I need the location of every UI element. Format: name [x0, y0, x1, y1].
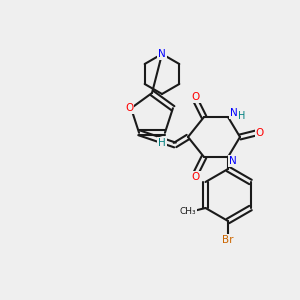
Text: O: O [256, 128, 264, 138]
Text: O: O [125, 103, 133, 113]
Text: CH₃: CH₃ [179, 208, 196, 217]
Text: Br: Br [222, 235, 234, 245]
Text: H: H [238, 111, 246, 121]
Text: O: O [192, 172, 200, 182]
Text: H: H [158, 138, 166, 148]
Text: N: N [229, 156, 237, 166]
Text: O: O [192, 92, 200, 102]
Text: N: N [158, 49, 166, 59]
Text: N: N [230, 108, 238, 118]
